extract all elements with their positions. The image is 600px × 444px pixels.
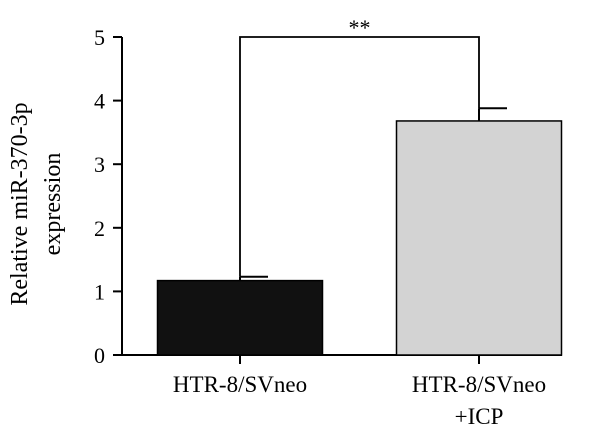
y-axis-title: Relative miR-370-3p expression — [7, 102, 66, 305]
y-tick-label: 5 — [94, 25, 105, 50]
bar — [156, 279, 324, 356]
y-tick-label: 4 — [94, 89, 105, 114]
y-axis-title-line: expression — [40, 153, 66, 256]
y-tick-label: 1 — [94, 279, 105, 304]
x-axis: HTR-8/SVneo HTR-8/SVneo +ICP — [121, 354, 562, 429]
x-tick-label: HTR-8/SVneo — [173, 372, 307, 397]
x-tick-label: +ICP — [455, 404, 504, 429]
y-axis: 0 1 2 3 4 5 — [94, 25, 123, 368]
significance-annotation: ** — [239, 15, 480, 277]
x-tick-label: HTR-8/SVneo — [412, 372, 546, 397]
significance-bracket — [239, 36, 480, 277]
y-tick-label: 0 — [94, 343, 105, 368]
y-tick-label: 3 — [94, 152, 105, 177]
bars — [156, 120, 563, 356]
bar — [395, 120, 563, 356]
y-tick-label: 2 — [94, 216, 105, 241]
significance-label: ** — [349, 15, 371, 40]
y-axis-title-line: Relative miR-370-3p — [7, 102, 33, 305]
error-bars — [239, 107, 507, 281]
